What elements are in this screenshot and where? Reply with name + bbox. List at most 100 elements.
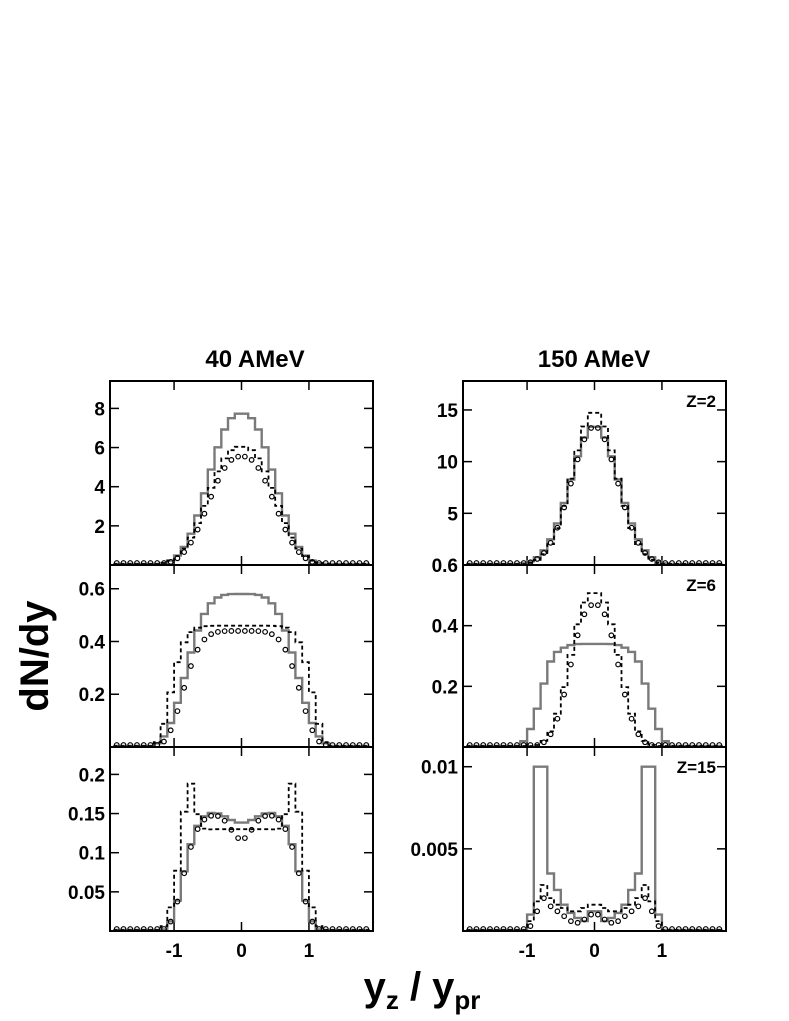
data-point xyxy=(248,457,255,463)
panel-40-z15: 0.05 0.1 0.15 0.2 -1 0 1 xyxy=(68,746,374,962)
histogram-dashed xyxy=(466,884,723,931)
data-point xyxy=(621,913,628,920)
data-point xyxy=(594,602,601,609)
x-axis-title-main: y xyxy=(364,965,387,1009)
data-point xyxy=(527,923,534,929)
data-point xyxy=(214,813,221,819)
data-point xyxy=(289,844,295,850)
data-point xyxy=(241,628,248,634)
data-point xyxy=(594,425,601,431)
data-point xyxy=(295,549,302,556)
y-tick-label: 0.4 xyxy=(432,617,459,638)
y-tick-label: 0.2 xyxy=(79,765,105,786)
data-point xyxy=(248,628,255,634)
data-point xyxy=(541,739,547,746)
data-point xyxy=(208,493,215,500)
data-point xyxy=(628,715,635,722)
histogram-solid xyxy=(113,592,370,748)
data-point xyxy=(201,816,208,823)
y-tick-label: 0.2 xyxy=(432,677,458,698)
data-point xyxy=(561,504,568,511)
data-point xyxy=(581,916,588,923)
data-point xyxy=(601,916,608,923)
y-tick-label: 0.4 xyxy=(79,632,106,653)
data-point xyxy=(642,550,648,556)
data-point xyxy=(221,817,228,824)
data-point xyxy=(309,727,316,734)
data-point xyxy=(302,898,309,905)
data-point xyxy=(655,923,662,929)
data-point xyxy=(201,636,208,643)
data-point xyxy=(194,526,201,533)
data-point xyxy=(181,684,188,691)
y-tick-label: 0.6 xyxy=(432,556,458,577)
data-point xyxy=(208,812,215,819)
data-point xyxy=(561,691,568,698)
data-point xyxy=(567,918,574,925)
data-point xyxy=(608,632,615,639)
data-point xyxy=(241,835,248,841)
data-point xyxy=(188,844,194,850)
data-point xyxy=(255,465,262,471)
x-tick-label: 0 xyxy=(589,941,600,962)
data-point xyxy=(561,913,568,920)
data-point xyxy=(268,812,275,819)
column-title-40amev: 40 AMeV xyxy=(205,346,304,373)
data-point xyxy=(282,646,289,653)
data-point xyxy=(642,895,648,902)
histogram-dashed xyxy=(113,624,370,747)
data-point xyxy=(541,895,547,902)
data-point xyxy=(228,628,235,634)
y-tick-label: 15 xyxy=(437,401,459,422)
data-point xyxy=(167,727,174,734)
data-point xyxy=(628,908,635,915)
data-point xyxy=(248,826,255,833)
data-point xyxy=(282,526,289,533)
data-point xyxy=(621,691,628,698)
data-point xyxy=(201,510,208,517)
data-point xyxy=(194,826,201,832)
data-point xyxy=(228,457,235,463)
x-axis-title-sub2: pr xyxy=(454,985,480,1015)
data-point xyxy=(262,813,269,819)
data-point xyxy=(275,816,282,823)
data-point xyxy=(167,918,174,925)
data-point xyxy=(174,708,181,715)
y-tick-label: 0.01 xyxy=(421,758,458,779)
data-point xyxy=(268,631,275,638)
data-point xyxy=(194,646,201,653)
panel-label: Z=15 xyxy=(677,758,716,777)
data-point xyxy=(235,453,242,460)
y-tick-label: 0.05 xyxy=(68,883,105,904)
data-point xyxy=(554,524,561,531)
y-tick-label: 8 xyxy=(94,399,105,420)
data-point xyxy=(302,555,309,562)
y-tick-label: 0.2 xyxy=(79,685,105,706)
data-point xyxy=(608,456,615,463)
panel-frame xyxy=(462,746,727,932)
data-point xyxy=(581,611,588,618)
data-point xyxy=(181,549,188,556)
data-point xyxy=(648,556,655,562)
x-tick-label: 1 xyxy=(657,941,668,962)
y-tick-label: 0.1 xyxy=(79,844,106,865)
column-title-150amev: 150 AMeV xyxy=(538,346,651,373)
y-tick-label: 0.005 xyxy=(410,840,458,861)
data-point xyxy=(174,898,181,905)
data-point xyxy=(309,918,316,925)
y-tick-label: 5 xyxy=(447,504,458,525)
data-point xyxy=(574,919,581,926)
data-point xyxy=(289,663,295,669)
data-point xyxy=(635,731,642,738)
data-point xyxy=(235,835,242,841)
data-point xyxy=(255,628,262,635)
data-point xyxy=(635,539,642,546)
data-point xyxy=(594,911,601,918)
data-point xyxy=(554,715,561,722)
data-point xyxy=(295,684,302,691)
data-point xyxy=(228,826,235,833)
data-point xyxy=(635,903,642,910)
x-axis-title-sub1: z xyxy=(386,985,399,1015)
x-tick-label: 1 xyxy=(304,941,315,962)
